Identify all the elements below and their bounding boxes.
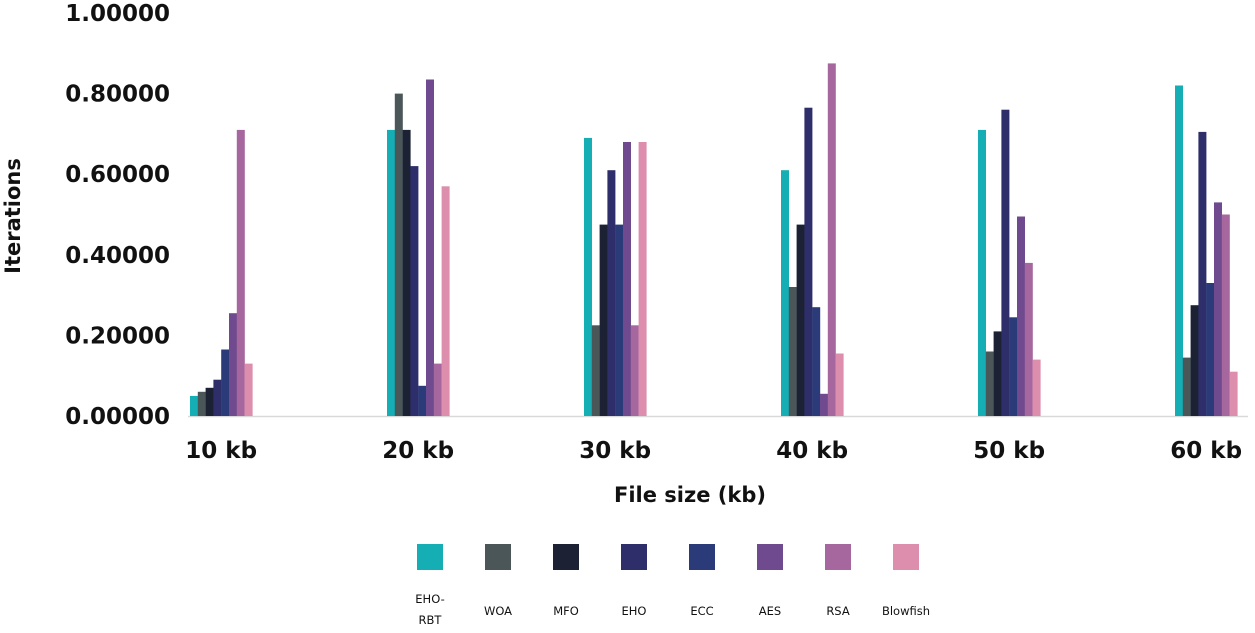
legend-swatch [893, 544, 919, 570]
legend-swatch [757, 544, 783, 570]
bar-eho-10kb [213, 379, 222, 416]
bar-eho-30kb [607, 170, 616, 416]
bar-ecc-10kb [221, 349, 230, 416]
x-tick-label: 50 kb [973, 438, 1045, 464]
x-tick-label: 40 kb [776, 438, 848, 464]
bar-rsa-10kb [236, 129, 245, 416]
bar-eho-rbt-30kb [584, 137, 592, 416]
bar-woa-60kb [1182, 357, 1191, 416]
bar-aes-20kb [426, 79, 434, 416]
bar-rsa-60kb [1221, 214, 1230, 416]
bar-aes-40kb [820, 393, 828, 416]
bar-eho-rbt-40kb [781, 170, 789, 416]
legend-label: EHO-RBT [415, 592, 444, 627]
bar-woa-50kb [985, 351, 994, 416]
bar-ecc-60kb [1206, 283, 1215, 416]
bar-eho-rbt-10kb [190, 395, 198, 416]
x-tick-label: 60 kb [1170, 438, 1242, 464]
legend-label: RSA [826, 604, 850, 618]
y-tick-label: 0.00000 [65, 404, 170, 430]
bar-mfo-30kb [599, 224, 608, 416]
bar-eho-rbt-60kb [1175, 85, 1183, 416]
x-axis-title: File size (kb) [614, 483, 766, 507]
bar-blowfish-10kb [244, 363, 253, 416]
y-tick-label: 0.40000 [65, 243, 170, 269]
y-tick-label: 0.80000 [65, 82, 170, 108]
bar-blowfish-50kb [1032, 359, 1041, 416]
bar-eho-40kb [804, 107, 813, 416]
bar-eho-rbt-50kb [978, 129, 986, 416]
bar-eho-50kb [1001, 109, 1010, 416]
y-axis-title: Iterations [1, 158, 25, 274]
legend-swatch [825, 544, 851, 570]
bar-eho-20kb [410, 166, 419, 416]
bar-blowfish-30kb [638, 142, 647, 416]
y-tick-label: 0.20000 [65, 323, 170, 349]
bar-blowfish-20kb [441, 186, 450, 416]
bar-rsa-50kb [1024, 262, 1033, 416]
bar-aes-30kb [623, 142, 631, 416]
bar-blowfish-60kb [1229, 371, 1238, 416]
legend-swatch [485, 544, 511, 570]
bar-aes-60kb [1214, 202, 1222, 416]
bar-mfo-10kb [205, 387, 214, 416]
bar-woa-30kb [591, 325, 600, 416]
bars [190, 63, 1238, 417]
x-tick-label: 30 kb [579, 438, 651, 464]
bar-aes-50kb [1017, 216, 1025, 416]
bar-rsa-40kb [827, 63, 836, 417]
legend-label: MFO [553, 604, 579, 618]
bar-ecc-30kb [615, 224, 624, 416]
bar-rsa-30kb [630, 325, 639, 416]
y-axis-ticks: 0.00000 0.20000 0.40000 0.60000 0.80000 1.000… [65, 1, 170, 430]
legend-label: Blowfish [882, 604, 930, 618]
legend-label: WOA [484, 604, 512, 618]
bar-woa-10kb [197, 391, 206, 416]
legend-swatch [621, 544, 647, 570]
x-tick-label: 20 kb [382, 438, 454, 464]
bar-mfo-60kb [1190, 305, 1199, 416]
y-tick-label: 1.00000 [65, 1, 170, 27]
bar-eho-rbt-20kb [387, 129, 395, 416]
legend-label: EHO [622, 604, 647, 618]
bar-mfo-50kb [993, 331, 1002, 416]
bar-aes-10kb [229, 313, 237, 416]
legend: EHO-RBT WOA MFO EHO ECC AES RSA Blowfish [415, 544, 930, 627]
legend-swatch [417, 544, 443, 570]
legend-swatch [553, 544, 579, 570]
bar-rsa-20kb [433, 363, 442, 416]
legend-label: ECC [690, 604, 713, 618]
bar-mfo-20kb [402, 129, 411, 416]
bar-ecc-50kb [1009, 317, 1018, 416]
bar-blowfish-40kb [835, 353, 844, 416]
legend-label: AES [759, 604, 781, 618]
bar-ecc-20kb [418, 385, 427, 416]
legend-swatch [689, 544, 715, 570]
x-axis-ticks: 10 kb 20 kb 30 kb 40 kb 50 kb 60 kb [185, 438, 1242, 464]
bar-ecc-40kb [812, 307, 821, 416]
bar-woa-40kb [788, 287, 797, 416]
x-tick-label: 10 kb [185, 438, 257, 464]
y-tick-label: 0.60000 [65, 162, 170, 188]
bar-eho-60kb [1198, 131, 1207, 416]
bar-woa-20kb [394, 93, 403, 416]
bar-mfo-40kb [796, 224, 805, 416]
